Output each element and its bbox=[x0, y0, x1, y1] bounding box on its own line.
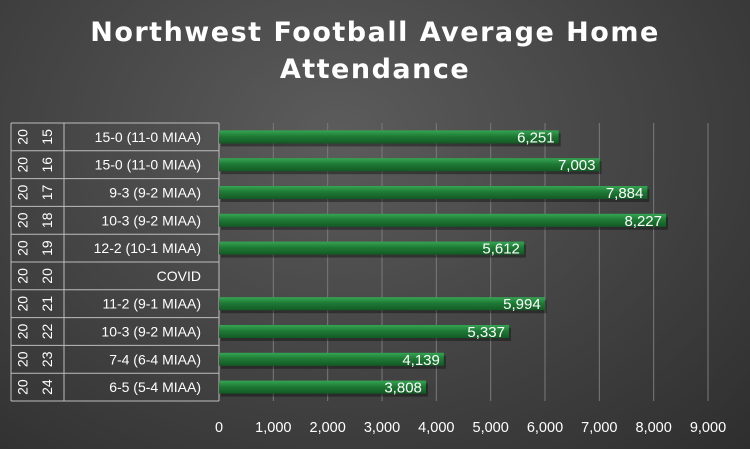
year-label-top: 20 bbox=[15, 157, 31, 173]
x-tick-label: 0 bbox=[215, 420, 223, 436]
year-label-top: 20 bbox=[15, 185, 31, 201]
year-label-bottom: 16 bbox=[39, 157, 55, 173]
year-label-top: 20 bbox=[15, 268, 31, 284]
data-label: 5,994 bbox=[503, 296, 541, 313]
year-label-bottom: 15 bbox=[39, 129, 55, 145]
record-label: 10-3 (9-2 MIAA) bbox=[101, 324, 201, 340]
x-tick-label: 9,000 bbox=[690, 420, 726, 436]
data-label: 5,612 bbox=[482, 241, 520, 258]
year-label-bottom: 17 bbox=[39, 185, 55, 201]
record-label: 6-5 (5-4 MIAA) bbox=[109, 379, 201, 395]
data-label: 6,251 bbox=[517, 129, 555, 146]
record-label: 7-4 (6-4 MIAA) bbox=[109, 351, 201, 367]
bar bbox=[219, 352, 444, 366]
bar bbox=[219, 241, 524, 255]
year-label-top: 20 bbox=[15, 296, 31, 312]
year-label-top: 20 bbox=[15, 324, 31, 340]
year-label-bottom: 23 bbox=[39, 351, 55, 367]
year-label-top: 20 bbox=[15, 212, 31, 228]
bar-layer bbox=[219, 130, 669, 397]
year-label-top: 20 bbox=[15, 379, 31, 395]
x-tick-label: 2,000 bbox=[310, 420, 346, 436]
year-label-top: 20 bbox=[15, 240, 31, 256]
bar bbox=[219, 158, 600, 172]
data-label: 8,227 bbox=[624, 213, 662, 230]
year-label-bottom: 24 bbox=[39, 379, 55, 395]
data-label: 7,003 bbox=[558, 157, 596, 174]
record-label: 15-0 (11-0 MIAA) bbox=[95, 129, 201, 145]
bar bbox=[219, 297, 545, 311]
data-label: 5,337 bbox=[467, 324, 505, 341]
year-label-bottom: 18 bbox=[39, 212, 55, 228]
record-label: COVID bbox=[157, 268, 201, 284]
year-label-bottom: 21 bbox=[39, 296, 55, 312]
year-label-top: 20 bbox=[15, 351, 31, 367]
year-label-top: 20 bbox=[15, 129, 31, 145]
record-label: 12-2 (10-1 MIAA) bbox=[94, 240, 201, 256]
value-axis: 0 1,000 2,000 3,000 4,000 5,000 6,000 7,000 8,00… bbox=[215, 420, 726, 436]
record-label: 15-0 (11-0 MIAA) bbox=[95, 157, 201, 173]
x-tick-label: 5,000 bbox=[473, 420, 509, 436]
x-tick-label: 6,000 bbox=[527, 420, 563, 436]
record-label: 10-3 (9-2 MIAA) bbox=[101, 212, 201, 228]
year-label-bottom: 22 bbox=[39, 324, 55, 340]
data-label: 3,808 bbox=[384, 380, 422, 397]
chart-title: Northwest Football Average Home Attendan… bbox=[90, 17, 660, 85]
category-axis: 20 15 15-0 (11-0 MIAA) 20 16 15-0 (11-0 MIAA)… bbox=[10, 122, 220, 402]
bar bbox=[219, 130, 559, 144]
bar bbox=[219, 213, 667, 227]
x-tick-label: 8,000 bbox=[636, 420, 672, 436]
x-tick-label: 7,000 bbox=[581, 420, 617, 436]
record-label: 11-2 (9-1 MIAA) bbox=[102, 296, 201, 312]
year-label-bottom: 20 bbox=[39, 268, 55, 284]
bar bbox=[219, 380, 426, 394]
data-label: 4,139 bbox=[402, 352, 440, 369]
x-tick-label: 3,000 bbox=[364, 420, 400, 436]
bar bbox=[219, 186, 648, 199]
record-label: 9-3 (9-2 MIAA) bbox=[109, 185, 201, 201]
year-label-bottom: 19 bbox=[39, 240, 55, 256]
data-label: 7,884 bbox=[606, 185, 644, 202]
x-tick-label: 4,000 bbox=[418, 420, 454, 436]
bar bbox=[219, 325, 509, 338]
x-tick-label: 1,000 bbox=[255, 420, 291, 436]
